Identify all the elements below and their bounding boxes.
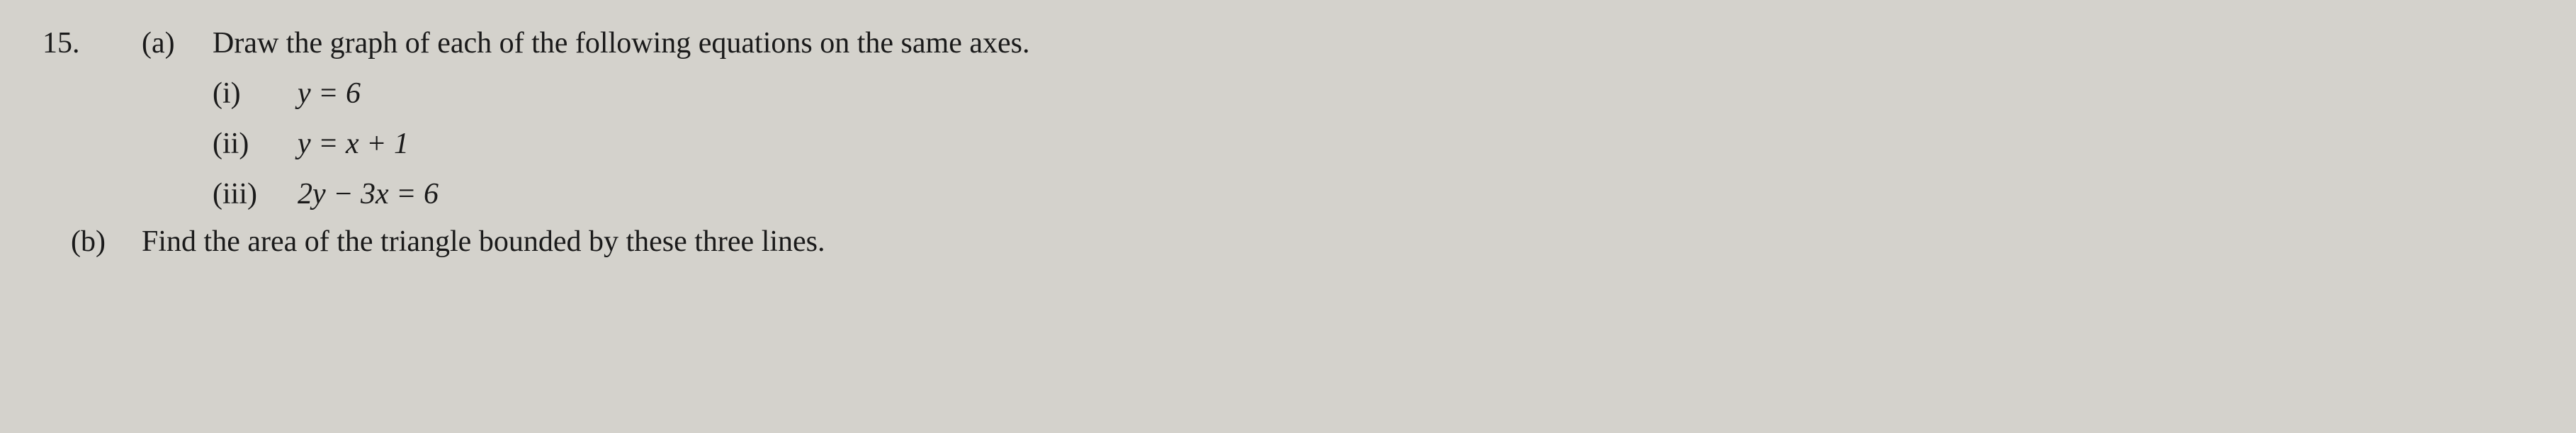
part-a: (a) Draw the graph of each of the follow… [142,21,2533,217]
subpart-iii: (iii) 2y − 3x = 6 [213,172,2533,217]
part-b-label: (b) [71,220,142,264]
part-b: (b) Find the area of the triangle bounde… [71,220,2533,264]
problem-number: 15. [43,21,142,66]
part-b-instruction: Find the area of the triangle bounded by… [142,220,2533,264]
subpart-ii: (ii) y = x + 1 [213,122,2533,167]
subpart-ii-equation: y = x + 1 [298,122,409,167]
subpart-iii-label: (iii) [213,172,298,217]
subpart-iii-equation: 2y − 3x = 6 [298,172,439,217]
subpart-i-equation: y = 6 [298,72,361,116]
subpart-i-label: (i) [213,72,298,116]
subpart-ii-label: (ii) [213,122,298,167]
part-a-label: (a) [142,21,213,66]
part-a-instruction: Draw the graph of each of the following … [213,21,2533,66]
part-a-content: Draw the graph of each of the following … [213,21,2533,217]
problem-container: 15. (a) Draw the graph of each of the fo… [43,21,2533,267]
subpart-i: (i) y = 6 [213,72,2533,116]
parts-container: (a) Draw the graph of each of the follow… [142,21,2533,267]
